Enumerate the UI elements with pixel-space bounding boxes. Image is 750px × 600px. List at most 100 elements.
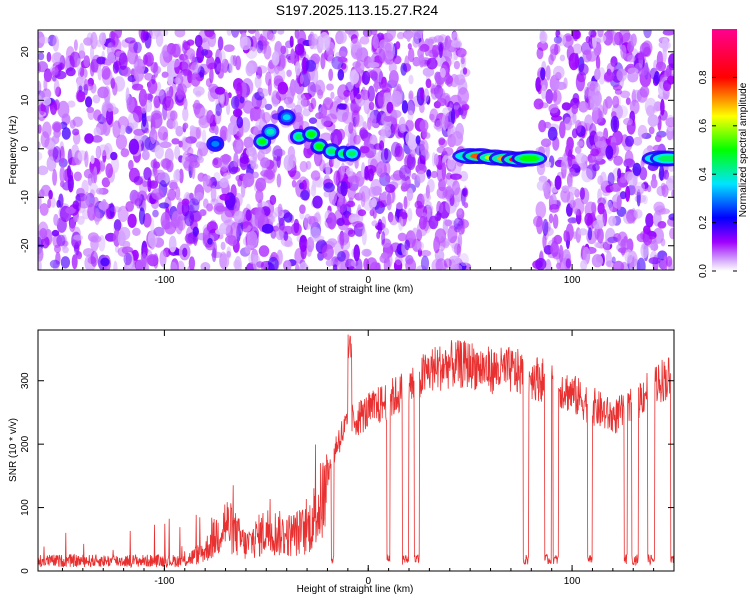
spectrogram-noise-blob <box>275 90 287 101</box>
spectrogram-noise-blob <box>388 62 397 74</box>
spectrogram-noise-blob <box>451 264 463 270</box>
spectrogram-noise-blob <box>133 41 142 54</box>
spectrogram-noise-blob <box>535 257 547 270</box>
spectrogram-noise-blob <box>597 202 605 215</box>
spectrogram-noise-blob <box>233 152 239 168</box>
spectrogram-noise-blob <box>269 194 277 206</box>
spectrogram-noise-blob <box>589 123 597 139</box>
spectrogram-noise-blob <box>668 213 674 221</box>
spectrogram-noise-blob <box>321 103 327 119</box>
spectrogram-noise-blob <box>38 52 45 61</box>
spectrogram-noise-blob <box>533 98 544 110</box>
spectrogram-noise-blob <box>152 209 159 218</box>
spectrogram-noise-blob <box>286 260 291 270</box>
spectrogram-noise-blob <box>650 178 658 189</box>
spectrogram-noise-blob <box>412 36 420 48</box>
spectrogram-noise-blob <box>85 96 93 108</box>
spectrogram-noise-blob <box>310 226 321 242</box>
spectrogram-noise-blob <box>417 248 423 257</box>
spectrogram-noise-blob <box>53 79 60 96</box>
spectrogram-noise-blob <box>540 67 546 81</box>
spectrogram-noise-blob <box>38 246 44 262</box>
spectrogram-noise-blob <box>538 119 547 133</box>
spectrogram-noise-blob <box>321 116 332 127</box>
snr-y-tick-label: 300 <box>20 372 31 389</box>
spectrogram-noise-blob <box>214 56 222 75</box>
spectrogram-noise-blob <box>657 221 667 229</box>
spectrogram-noise-blob <box>144 32 152 49</box>
spectrogram-noise-blob <box>581 168 593 183</box>
spectrogram-noise-blob <box>632 162 642 176</box>
spectrogram-noise-blob <box>463 202 469 209</box>
spectrogram-noise-blob <box>38 221 49 240</box>
spectrogram-noise-blob <box>138 207 146 225</box>
spectrogram-noise-blob <box>160 211 171 230</box>
spectrogram-noise-blob <box>153 169 166 181</box>
spectrogram-noise-blob <box>535 201 547 219</box>
spectrogram-noise-blob <box>430 170 439 179</box>
spectrogram-noise-blob <box>619 176 627 184</box>
spectrogram-noise-blob <box>354 158 359 169</box>
spectrogram-noise-blob <box>444 219 453 227</box>
spectrogram-noise-blob <box>630 33 637 47</box>
spectrogram-noise-blob <box>325 161 331 177</box>
spectrogram-noise-blob <box>176 215 186 231</box>
spectrogram-noise-blob <box>217 36 224 51</box>
spectrogram-noise-blob <box>157 126 169 141</box>
spectrogram-noise-blob <box>457 208 463 215</box>
spectrogram-noise-blob <box>289 170 301 180</box>
spectrogram-noise-blob <box>233 259 241 269</box>
spectrogram-noise-blob <box>575 153 587 164</box>
spectrogram-tone-peak <box>294 133 303 140</box>
spectrogram-noise-blob <box>223 172 232 180</box>
spectrogram-noise-blob <box>590 148 600 157</box>
spectrogram-noise-blob <box>384 184 396 193</box>
spectrogram-noise-blob <box>158 89 167 105</box>
spectrogram-tone-peak <box>266 128 275 135</box>
spectrogram-noise-blob <box>569 186 579 196</box>
spectrogram-y-tick-label: 0 <box>20 146 31 152</box>
spectrogram-noise-blob <box>545 89 554 104</box>
spectrogram-noise-blob <box>592 163 600 172</box>
spectrogram-noise-blob <box>607 199 613 208</box>
spectrogram-noise-blob <box>391 90 403 107</box>
spectrogram-noise-blob <box>62 246 69 254</box>
spectrogram-noise-blob <box>660 98 665 116</box>
spectrogram-noise-blob <box>412 56 421 67</box>
spectrogram-noise-blob <box>419 119 429 132</box>
spectrogram-noise-blob <box>200 262 211 270</box>
spectrogram-noise-blob <box>273 148 286 157</box>
spectrogram-noise-blob <box>404 239 411 251</box>
spectrogram-noise-blob <box>84 191 90 205</box>
spectrogram-noise-blob <box>345 167 354 177</box>
spectrogram-noise-blob <box>52 169 58 186</box>
spectrogram-noise-blob <box>667 175 674 184</box>
spectrogram-noise-blob <box>293 112 304 123</box>
spectrogram-noise-blob <box>370 178 382 197</box>
spectrogram-noise-blob <box>66 165 72 179</box>
spectrogram-noise-blob <box>192 226 199 237</box>
spectrogram-noise-blob <box>592 219 604 230</box>
spectrogram-noise-blob <box>381 111 393 128</box>
spectrogram-noise-blob <box>395 202 404 210</box>
spectrogram-noise-blob <box>115 134 128 150</box>
spectrogram-noise-blob <box>209 67 214 84</box>
spectrogram-noise-blob <box>55 86 62 97</box>
spectrogram-noise-blob <box>265 71 272 86</box>
spectrogram-noise-blob <box>580 259 588 270</box>
spectrogram-noise-blob <box>338 50 347 57</box>
spectrogram-noise-blob <box>624 171 633 181</box>
spectrogram-noise-blob <box>236 82 243 99</box>
spectrogram-noise-blob <box>239 95 245 104</box>
spectrogram-noise-blob <box>195 192 204 201</box>
spectrogram-noise-blob <box>195 141 205 149</box>
spectrogram-noise-blob <box>359 36 370 45</box>
spectrogram-noise-blob <box>608 215 617 227</box>
spectrogram-x-label: Height of straight line (km) <box>297 284 414 295</box>
spectrogram-noise-blob <box>195 90 202 98</box>
spectrogram-noise-blob <box>304 59 317 72</box>
spectrogram-noise-blob <box>392 170 404 181</box>
spectrogram-noise-blob <box>146 254 159 266</box>
spectrogram-noise-blob <box>226 129 232 143</box>
